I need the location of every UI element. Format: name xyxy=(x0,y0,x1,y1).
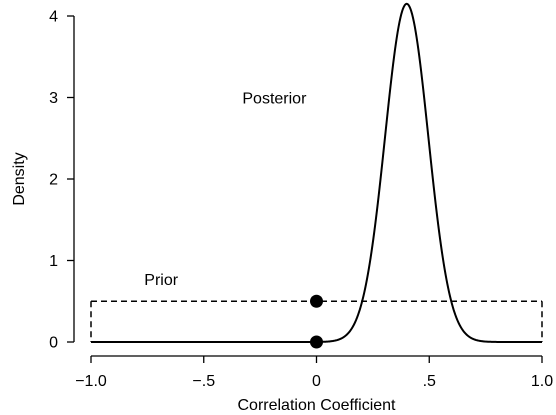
x-axis-label: Correlation Coefficient xyxy=(237,397,396,414)
y-tick-label: 3 xyxy=(49,90,58,107)
posterior-point-at-zero xyxy=(310,335,323,349)
posterior-curve xyxy=(91,2,542,343)
x-axis: −1.0 −.5 0 .5 1.0 xyxy=(75,355,553,390)
prior-annotation: Prior xyxy=(144,272,178,289)
x-tick-label: 1.0 xyxy=(531,373,553,390)
x-tick-label: .5 xyxy=(423,373,436,390)
x-tick-label: −.5 xyxy=(192,373,215,390)
y-tick-label: 4 xyxy=(49,9,58,26)
y-tick-label: 0 xyxy=(49,335,58,352)
posterior-annotation: Posterior xyxy=(242,91,307,108)
y-tick-label: 1 xyxy=(49,253,58,270)
y-tick-label: 2 xyxy=(49,172,58,189)
y-axis: 0 1 2 3 4 xyxy=(49,9,75,352)
x-tick-label: 0 xyxy=(312,373,321,390)
y-axis-label: Density xyxy=(11,152,28,205)
x-tick-label: −1.0 xyxy=(75,373,107,390)
prior-point-at-zero xyxy=(310,294,323,308)
